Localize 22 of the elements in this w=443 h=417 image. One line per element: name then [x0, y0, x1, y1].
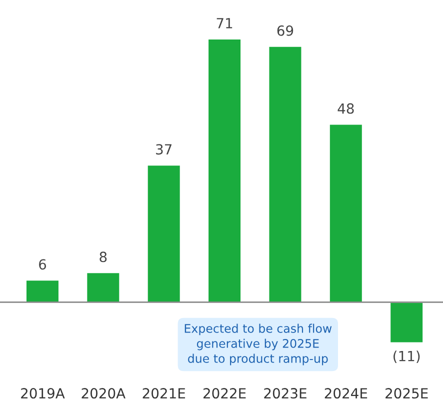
x-tick-label: 2020A	[82, 388, 126, 399]
annotation: Expected to be cash flow generative by 2025E due to product ramp-up	[184, 324, 332, 366]
data-label: 48	[338, 103, 354, 114]
x-tick-label: 2024E	[324, 388, 368, 399]
data-label: 37	[156, 144, 172, 155]
x-tick-label: 2025E	[386, 388, 428, 399]
x-tick-label: 2019A	[21, 388, 65, 399]
x-tick-label: 2021E	[142, 388, 186, 399]
data-label: 71	[216, 18, 232, 28]
bar	[207, 38, 242, 303]
data-label: (11)	[394, 350, 420, 363]
bar	[86, 272, 121, 303]
bar	[389, 301, 424, 344]
bar	[146, 164, 182, 303]
data-label: 8	[100, 252, 107, 262]
bar	[268, 45, 303, 303]
x-tick-label: 2022E	[203, 388, 246, 399]
x-tick-label: 2023E	[264, 388, 306, 399]
data-label: 6	[39, 259, 46, 270]
bar	[328, 123, 364, 303]
data-label: 69	[277, 25, 294, 36]
bar	[25, 279, 60, 303]
